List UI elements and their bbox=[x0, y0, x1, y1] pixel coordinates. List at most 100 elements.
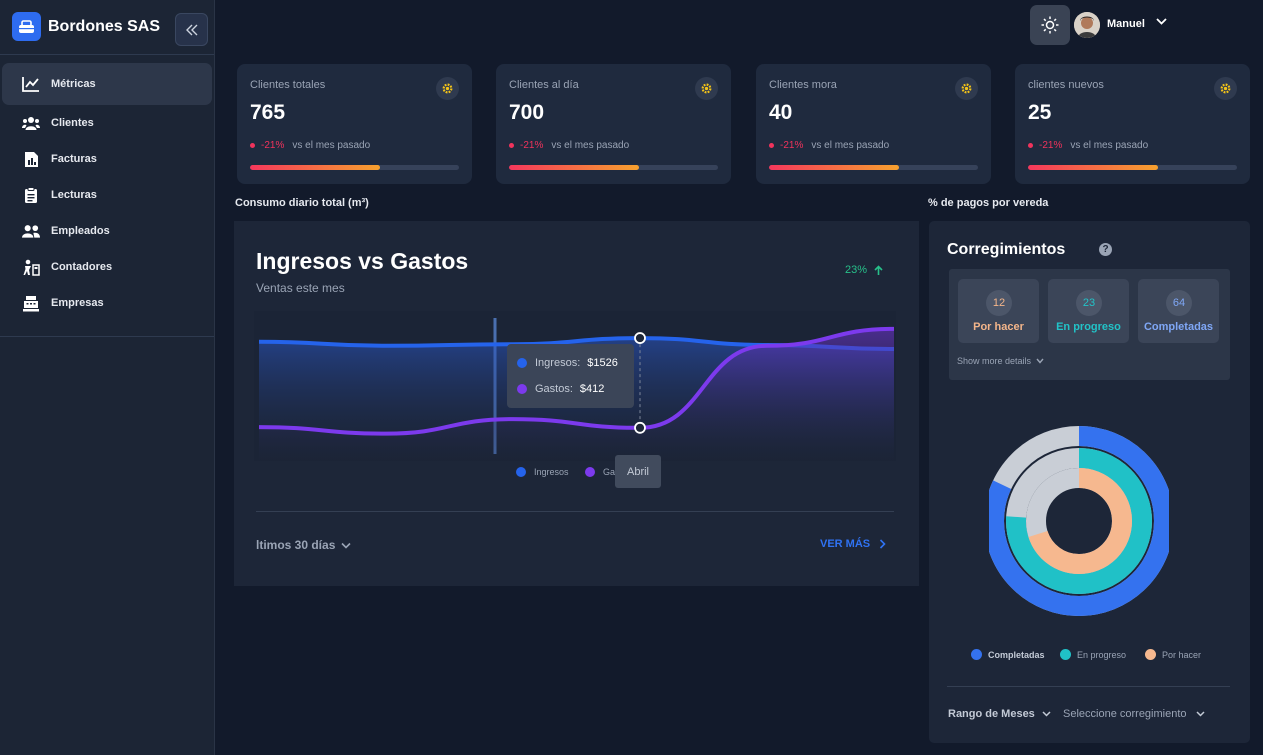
kpi-value: 700 bbox=[509, 101, 545, 124]
kpi-delta: -21% vs el mes pasado bbox=[509, 140, 629, 151]
legend-item-ingresos[interactable]: Ingresos bbox=[516, 467, 569, 477]
employees-icon bbox=[22, 222, 40, 240]
rango-meses-dropdown[interactable]: Rango de Meses bbox=[948, 708, 1051, 720]
legend-item-en-progreso[interactable]: En progreso bbox=[1060, 649, 1126, 660]
arrow-up-icon bbox=[874, 264, 883, 275]
growth-value: 23% bbox=[845, 264, 868, 276]
gear-icon[interactable] bbox=[1214, 77, 1237, 100]
status-label: En progreso bbox=[1056, 321, 1121, 333]
ring-arc-completadas[interactable] bbox=[989, 426, 1169, 616]
ingresos-gastos-panel: Ingresos vs Gastos Ventas este mes 23% I… bbox=[234, 221, 919, 586]
legend-label: Por hacer bbox=[1162, 649, 1202, 660]
double-chevron-left-icon bbox=[185, 24, 197, 35]
kpi-delta-percent: -21% bbox=[1039, 140, 1063, 151]
date-range-label: ltimos 30 días bbox=[256, 538, 336, 552]
theme-toggle-button[interactable] bbox=[1030, 5, 1070, 45]
sidebar-item-metricas[interactable]: Métricas bbox=[2, 63, 212, 105]
brand-name: Bordones SAS bbox=[48, 17, 161, 35]
legend-label: Ingresos bbox=[534, 467, 569, 477]
kpi-delta: -21% vs el mes pasado bbox=[250, 140, 370, 151]
gear-icon[interactable] bbox=[695, 77, 718, 100]
status-card-completadas[interactable]: 64 Completadas bbox=[1138, 279, 1219, 343]
kpi-progress-bar bbox=[1028, 165, 1237, 170]
ver-mas-label: VER MÁS bbox=[820, 538, 871, 550]
brand[interactable]: Bordones SAS bbox=[12, 12, 160, 41]
divider bbox=[947, 686, 1230, 687]
status-card-por-hacer[interactable]: 12 Por hacer bbox=[958, 279, 1039, 343]
kpi-value: 40 bbox=[769, 101, 793, 124]
rango-meses-label: Rango de Meses bbox=[948, 708, 1035, 720]
gear-icon[interactable] bbox=[436, 77, 459, 100]
chevron-down-icon[interactable] bbox=[1156, 17, 1167, 26]
status-count: 12 bbox=[986, 290, 1012, 316]
ver-mas-link[interactable]: VER MÁS bbox=[820, 538, 886, 550]
sidebar-item-empresas[interactable]: Empresas bbox=[2, 285, 212, 321]
chart-line-icon bbox=[22, 75, 40, 93]
tooltip-gastos-label: Gastos: bbox=[535, 383, 573, 395]
sidebar-item-lecturas[interactable]: Lecturas bbox=[2, 177, 212, 213]
sidebar-item-empleados[interactable]: Empleados bbox=[2, 213, 212, 249]
kpi-delta-percent: -21% bbox=[261, 140, 285, 151]
help-icon[interactable]: ? bbox=[1099, 243, 1112, 256]
series-line-gastos[interactable] bbox=[258, 326, 895, 436]
legend-item-gastos[interactable]: Ga bbox=[585, 467, 615, 477]
sidebar-item-label: Empleados bbox=[51, 225, 110, 237]
register-icon bbox=[22, 294, 40, 312]
gear-icon[interactable] bbox=[955, 77, 978, 100]
chart-tooltip: Ingresos: $1526 Gastos: $412 bbox=[507, 344, 634, 408]
kpi-card-clientes-mora: Clientes mora 40 -21% vs el mes pasado bbox=[756, 64, 991, 184]
show-more-details-button[interactable]: Show more details bbox=[957, 356, 1044, 366]
clipboard-icon bbox=[22, 186, 40, 204]
section-label-pagos-vereda: % de pagos por vereda bbox=[928, 197, 1049, 209]
kpi-value: 765 bbox=[250, 101, 286, 124]
chevron-down-icon bbox=[1036, 358, 1044, 364]
tooltip-ingresos-label: Ingresos: bbox=[535, 357, 581, 369]
status-count: 23 bbox=[1076, 290, 1102, 316]
growth-indicator: 23% bbox=[845, 264, 883, 276]
ring-arc-en-progreso[interactable] bbox=[1006, 448, 1152, 594]
kpi-delta: -21% vs el mes pasado bbox=[1028, 140, 1148, 151]
legend-item-completadas[interactable]: Completadas bbox=[971, 649, 1045, 660]
corregimientos-donut-chart[interactable] bbox=[989, 421, 1169, 621]
hover-point-ingresos[interactable] bbox=[634, 332, 646, 344]
invoice-icon bbox=[22, 150, 40, 168]
date-range-dropdown[interactable]: ltimos 30 días bbox=[256, 538, 351, 552]
corregimientos-panel: Corregimientos ? 12 Por hacer 23 En prog… bbox=[929, 221, 1250, 743]
kpi-progress-bar bbox=[509, 165, 718, 170]
kpi-title: Clientes totales bbox=[250, 79, 326, 91]
chevron-right-icon bbox=[880, 539, 886, 549]
legend-item-por-hacer[interactable]: Por hacer bbox=[1145, 649, 1201, 660]
kpi-title: clientes nuevos bbox=[1028, 79, 1104, 91]
avatar[interactable] bbox=[1074, 12, 1100, 38]
corregimiento-select[interactable]: Seleccione corregimiento bbox=[1063, 708, 1205, 720]
sidebar-item-contadores[interactable]: Contadores bbox=[2, 249, 212, 285]
collapse-sidebar-button[interactable] bbox=[175, 13, 208, 46]
tooltip-ingresos-value: $1526 bbox=[587, 357, 618, 369]
divider bbox=[256, 511, 894, 512]
series-area-gastos bbox=[259, 328, 894, 461]
legend-label: Completadas bbox=[988, 649, 1045, 660]
kpi-progress-bar bbox=[250, 165, 459, 170]
ring-arc-por-hacer[interactable] bbox=[1026, 468, 1132, 574]
kpi-delta-percent: -21% bbox=[780, 140, 804, 151]
hover-point-gastos[interactable] bbox=[634, 421, 646, 434]
sidebar-item-facturas[interactable]: Facturas bbox=[2, 141, 212, 177]
sidebar-divider bbox=[0, 336, 214, 337]
sidebar-nav: Métricas Clientes Facturas Lecturas Empl… bbox=[2, 63, 212, 321]
sidebar-item-clientes[interactable]: Clientes bbox=[2, 105, 212, 141]
kpi-delta: -21% vs el mes pasado bbox=[769, 140, 889, 151]
sidebar-item-label: Lecturas bbox=[51, 189, 97, 201]
kpi-title: Clientes al día bbox=[509, 79, 579, 91]
x-axis-tooltip: Abril bbox=[615, 455, 661, 488]
brand-logo-icon bbox=[12, 12, 41, 41]
chart-title: Ingresos vs Gastos bbox=[256, 248, 469, 274]
legend-label: Ga bbox=[603, 467, 616, 477]
sidebar-item-label: Contadores bbox=[51, 261, 113, 273]
kpi-card-clientes-al-dia: Clientes al día 700 -21% vs el mes pasado bbox=[496, 64, 731, 184]
kpi-card-clientes-nuevos: clientes nuevos 25 -21% vs el mes pasado bbox=[1015, 64, 1250, 184]
tooltip-gastos-value: $412 bbox=[579, 383, 605, 395]
user-name[interactable]: Manuel bbox=[1107, 18, 1145, 30]
legend-label: En progreso bbox=[1077, 649, 1127, 660]
status-card-en-progreso[interactable]: 23 En progreso bbox=[1048, 279, 1129, 343]
status-count: 64 bbox=[1166, 290, 1192, 316]
